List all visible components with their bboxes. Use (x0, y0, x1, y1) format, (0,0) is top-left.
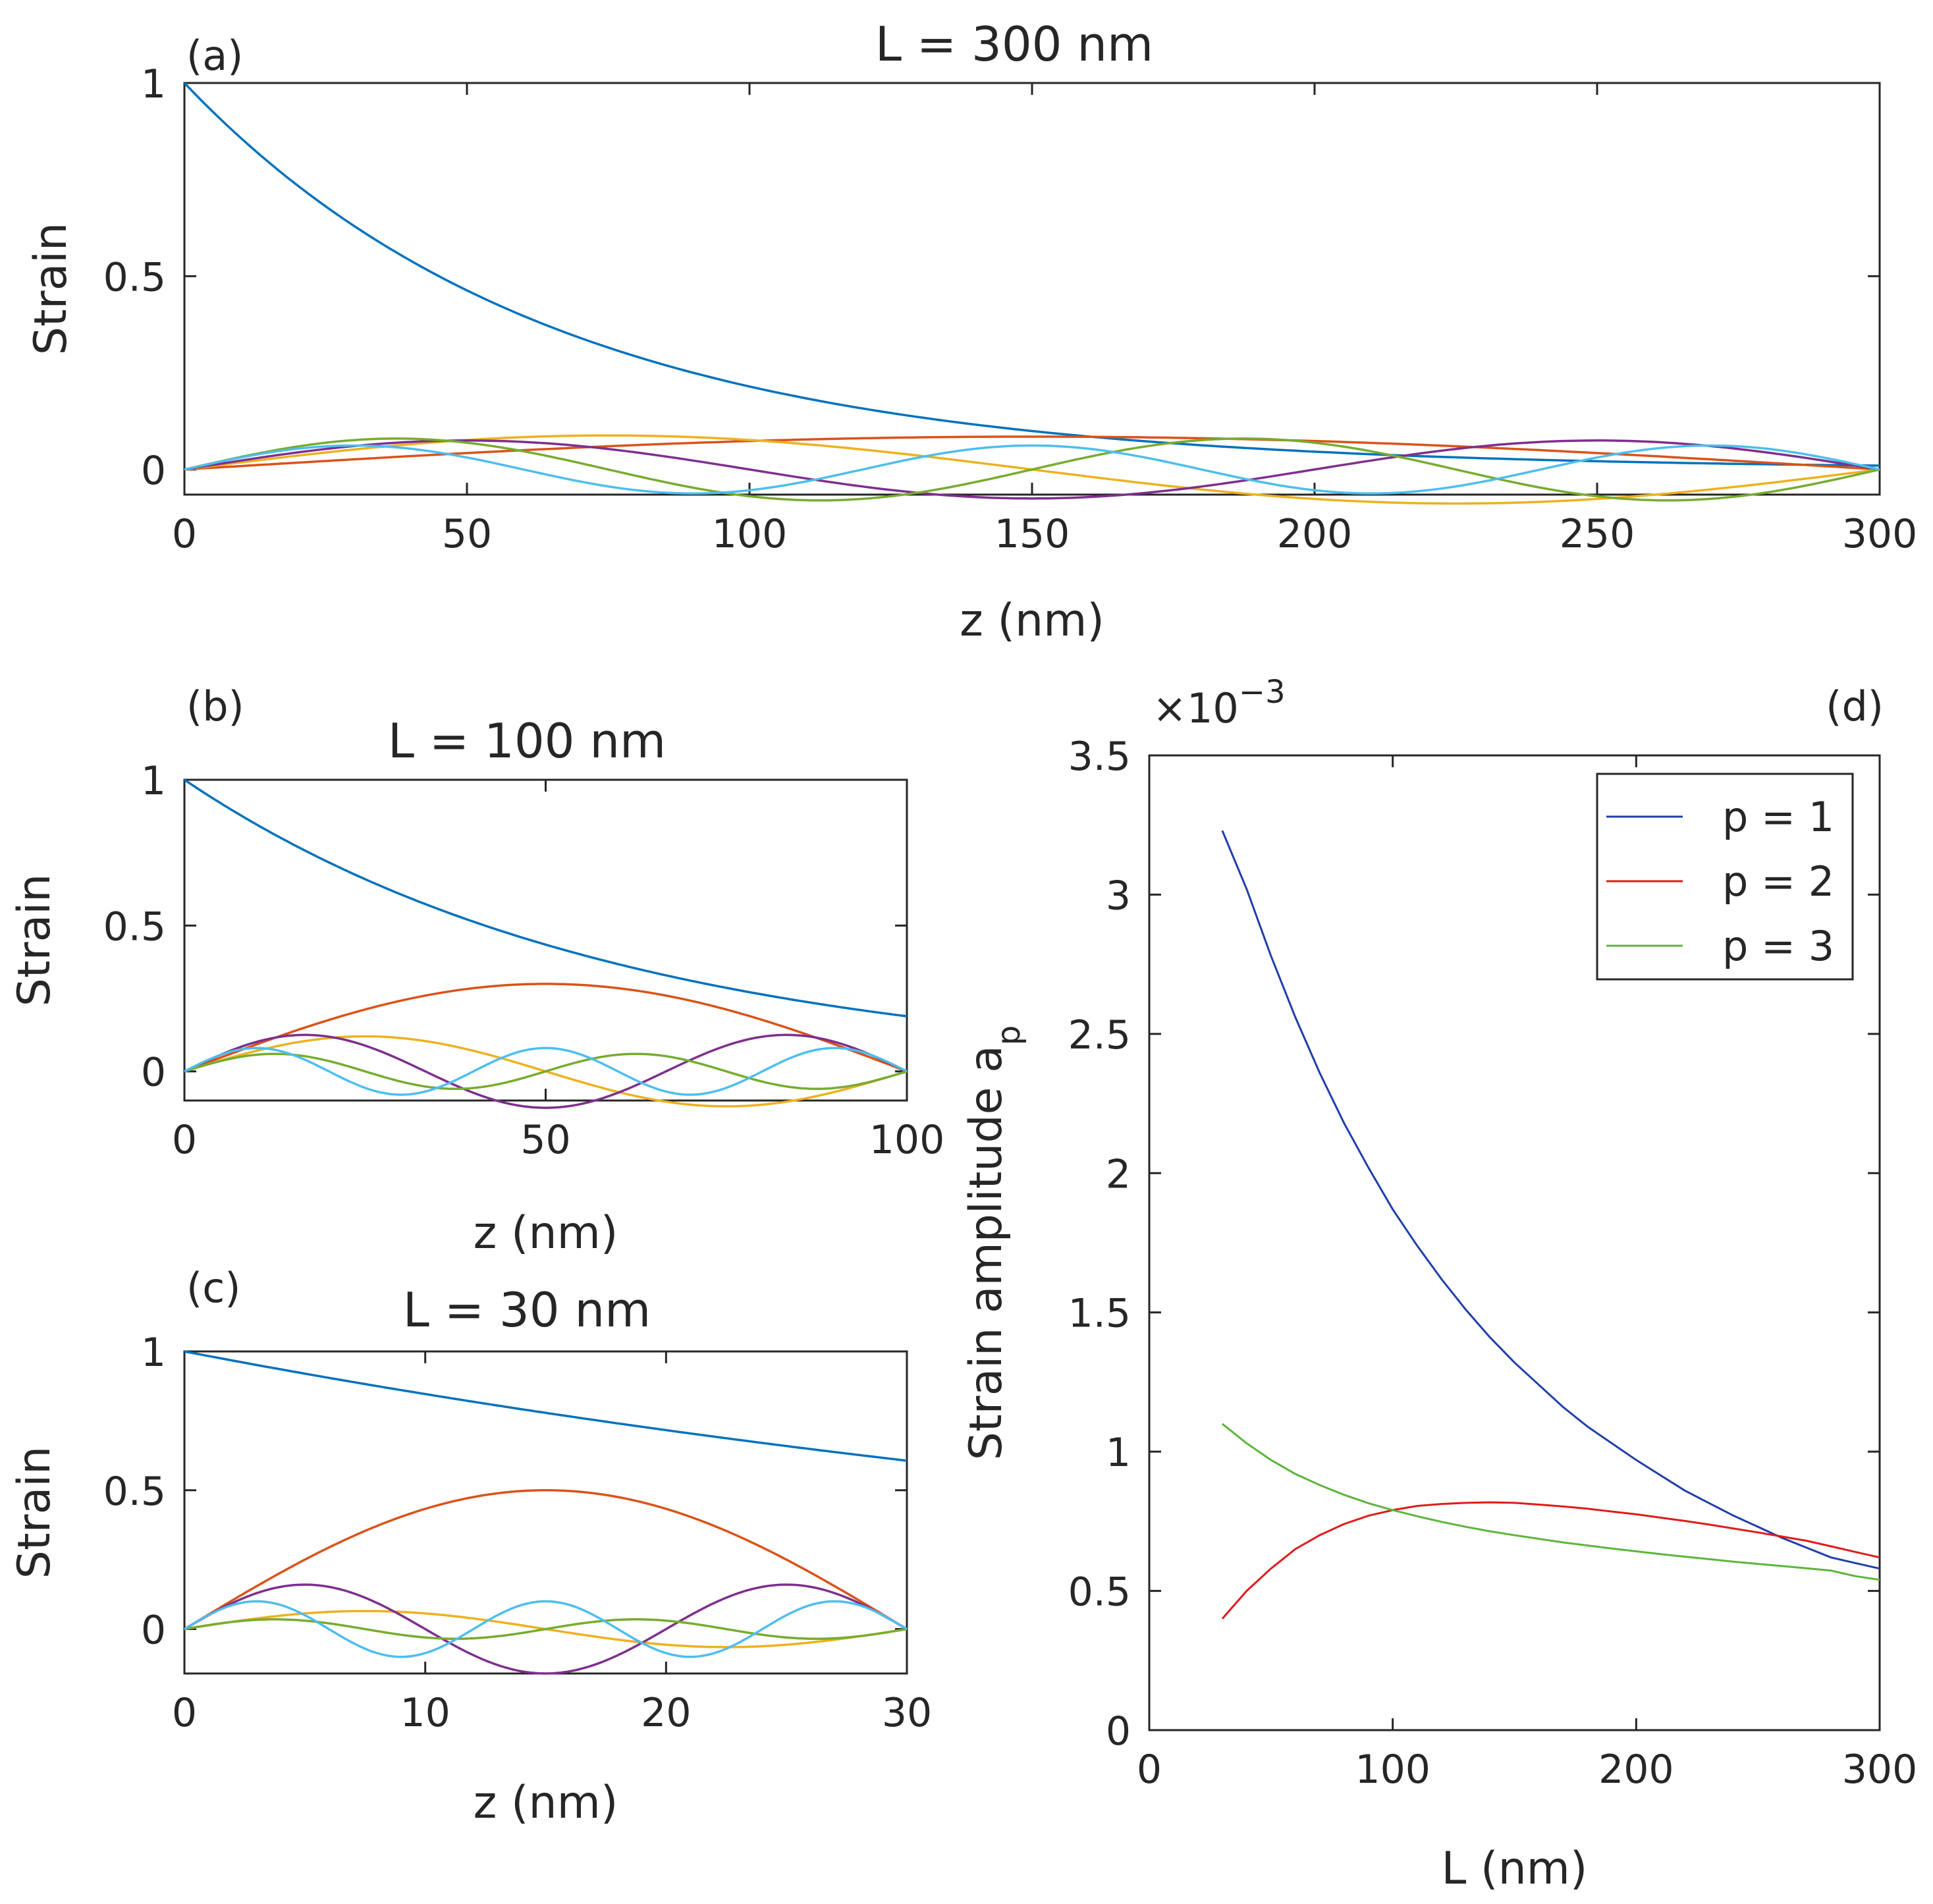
y-tick-label: 3 (1106, 873, 1131, 919)
x-tick-label: 0 (172, 1117, 197, 1163)
legend-label-p1: p = 1 (1722, 793, 1834, 841)
series-p1-line (1221, 830, 1880, 1570)
strain-pulse-line (184, 1350, 908, 1462)
x-axis-label: L (nm) (1442, 1843, 1588, 1895)
axes-box (183, 82, 1881, 496)
mode-4-line (184, 1618, 908, 1641)
mode-4-line (184, 437, 1880, 502)
legend: p = 1 p = 2 p = 3 (1596, 773, 1854, 981)
y-axis-label: Strain amplitude ap (960, 1025, 1027, 1460)
x-tick-label: 0 (1137, 1747, 1162, 1793)
panel-b: 0 50 100 0 0.5 1 z (nm) Strain L = 100 nm (b) (9, 682, 944, 1259)
exponent-label: ×10−3 (1153, 674, 1286, 732)
panel-tag: (b) (186, 682, 244, 730)
x-tick-label: 100 (869, 1117, 945, 1163)
panel-d: 0 100 200 300 0 0.5 1 1.5 2 2.5 3 3.5 L (nm) Strain a… (960, 674, 1917, 1895)
x-tick-label: 20 (641, 1690, 691, 1736)
y-tick-label: 1.5 (1068, 1291, 1131, 1337)
y-tick-label: 0.5 (103, 904, 166, 950)
mode-3-line (184, 439, 1880, 500)
x-tick-label: 300 (1842, 1747, 1918, 1793)
y-tick-label: 1 (141, 758, 166, 804)
y-axis-label: Strain (9, 1446, 61, 1579)
mode-3-line (184, 1583, 908, 1675)
mode-5-line (184, 1600, 908, 1658)
mode-1-line (184, 1489, 908, 1631)
y-tick-label: 3.5 (1068, 734, 1131, 780)
x-tick-label: 200 (1598, 1747, 1674, 1793)
axes-box (183, 1350, 908, 1675)
axes-box (183, 778, 908, 1102)
panel-tag: (d) (1826, 682, 1884, 730)
x-axis-label: z (nm) (960, 595, 1104, 647)
panel-title: L = 300 nm (875, 16, 1153, 72)
legend-label-p2: p = 2 (1722, 857, 1834, 906)
exponent-power: −3 (1239, 674, 1286, 711)
mode-5-line (184, 444, 1880, 495)
y-tick-label: 0.5 (103, 254, 166, 300)
x-axis-label: z (nm) (474, 1207, 618, 1259)
strain-pulse-line (184, 778, 908, 1018)
y-tick-label: 1 (141, 1330, 166, 1376)
axes-box (1148, 754, 1881, 1731)
x-tick-label: 0 (172, 511, 197, 557)
x-tick-label: 30 (882, 1690, 932, 1736)
x-tick-label: 150 (994, 511, 1070, 557)
panel-c: 0 10 20 30 0 0.5 1 z (nm) Strain L = 30 nm (c) (9, 1264, 932, 1829)
panel-a: 0 50 100 150 200 250 300 0 0.5 1 z (nm) Strain L = 3… (25, 16, 1917, 647)
x-tick-label: 10 (400, 1690, 450, 1736)
series-p3-line (1221, 1423, 1880, 1581)
y-tick-label: 0 (141, 1608, 166, 1654)
x-tick-label: 300 (1842, 511, 1918, 557)
mode-5-line (184, 1047, 908, 1096)
x-tick-label: 100 (712, 511, 788, 557)
y-tick-label: 1 (141, 61, 166, 107)
y-tick-label: 0.5 (1068, 1569, 1131, 1616)
y-tick-label: 1 (1106, 1430, 1131, 1476)
panel-tag: (a) (186, 32, 243, 80)
y-axis-label: Strain (25, 223, 77, 355)
y-tick-label: 0.5 (103, 1469, 166, 1515)
y-tick-label: 2 (1106, 1151, 1131, 1197)
x-tick-label: 200 (1277, 511, 1353, 557)
series-p2-line (1221, 1501, 1880, 1619)
x-tick-label: 50 (520, 1117, 570, 1163)
x-tick-label: 50 (442, 511, 492, 557)
y-tick-label: 0 (1106, 1708, 1131, 1754)
strain-pulse-line (183, 82, 1880, 467)
x-tick-label: 250 (1560, 511, 1635, 557)
y-tick-label: 2.5 (1068, 1012, 1131, 1058)
panel-title: L = 100 nm (388, 713, 666, 769)
mode-1-line (184, 983, 908, 1073)
y-axis-label-subscript: p (991, 1025, 1027, 1045)
mode-1-line (184, 435, 1880, 471)
panel-title: L = 30 nm (403, 1282, 651, 1338)
x-tick-label: 0 (172, 1690, 197, 1736)
y-tick-label: 0 (141, 1050, 166, 1096)
x-axis-label: z (nm) (474, 1777, 618, 1829)
panel-tag: (c) (186, 1264, 240, 1312)
legend-label-p3: p = 3 (1722, 922, 1834, 970)
mode-3-line (184, 1033, 908, 1109)
mode-4-line (184, 1052, 908, 1091)
y-tick-label: 0 (141, 448, 166, 494)
x-tick-label: 100 (1355, 1747, 1430, 1793)
y-axis-label: Strain (9, 874, 61, 1006)
